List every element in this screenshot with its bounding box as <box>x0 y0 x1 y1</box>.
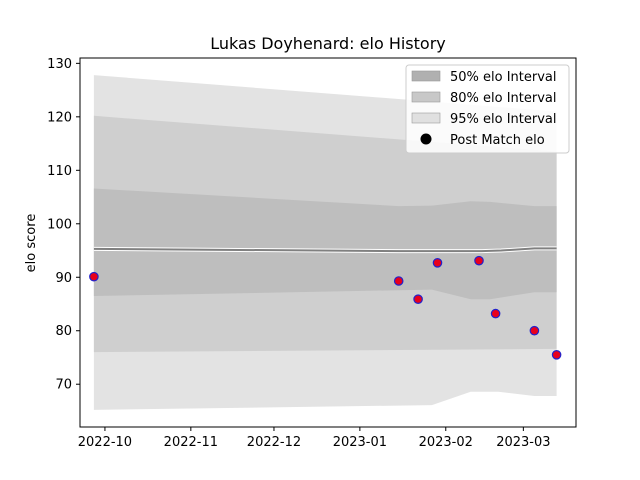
data-point-4 <box>474 255 484 266</box>
chart-title: Lukas Doyhenard: elo History <box>210 34 446 53</box>
legend-label-3: Post Match elo <box>450 133 545 148</box>
mean-line-group <box>93 246 557 254</box>
x-tick-label-3: 2023-01 <box>333 435 387 450</box>
legend-box <box>405 64 570 154</box>
legend-label-2: 95% elo Interval <box>450 112 557 127</box>
y-tick-label-6: 130 <box>47 57 72 72</box>
legend: 50% elo Interval 80% elo Interval 95% elo … <box>405 64 570 154</box>
x-tick-label-1: 2022-11 <box>164 435 218 450</box>
data-point-2 <box>413 294 423 304</box>
data-point-3 <box>432 257 443 268</box>
y-tick-label-3: 100 <box>47 217 72 232</box>
legend-swatch-0 <box>411 70 441 82</box>
legend-swatch-2 <box>411 112 441 124</box>
legend-label-1: 80% elo Interval <box>450 91 557 106</box>
data-point-7 <box>551 349 562 360</box>
y-tick-label-0: 70 <box>55 378 72 393</box>
legend-label-0: 50% elo Interval <box>450 70 557 85</box>
data-point-6 <box>529 325 540 336</box>
y-axis: 70 80 90 100 110 120 130 <box>47 57 80 393</box>
x-tick-label-5: 2023-03 <box>496 435 550 450</box>
y-tick-label-1: 80 <box>55 324 72 339</box>
data-point-1 <box>393 276 404 286</box>
legend-marker-3 <box>420 133 432 145</box>
x-axis: 2022-10 2022-11 2022-12 2023-01 2023-02 2023-… <box>78 427 551 450</box>
x-tick-label-0: 2022-10 <box>78 435 132 450</box>
y-tick-label-2: 90 <box>55 271 72 286</box>
x-tick-label-2: 2022-12 <box>247 435 301 450</box>
post-match-points <box>89 255 562 360</box>
y-tick-label-4: 110 <box>47 164 72 179</box>
interval-band-2 <box>93 188 557 300</box>
data-point-5 <box>490 308 501 319</box>
plot-frame <box>79 57 577 428</box>
y-axis-label: elo score <box>24 214 39 273</box>
interval-bands <box>93 75 557 410</box>
data-point-0 <box>89 271 99 282</box>
legend-swatch-1 <box>411 91 441 103</box>
x-tick-label-4: 2023-02 <box>419 435 473 450</box>
y-tick-label-5: 120 <box>47 110 72 125</box>
mean-line <box>93 247 557 253</box>
